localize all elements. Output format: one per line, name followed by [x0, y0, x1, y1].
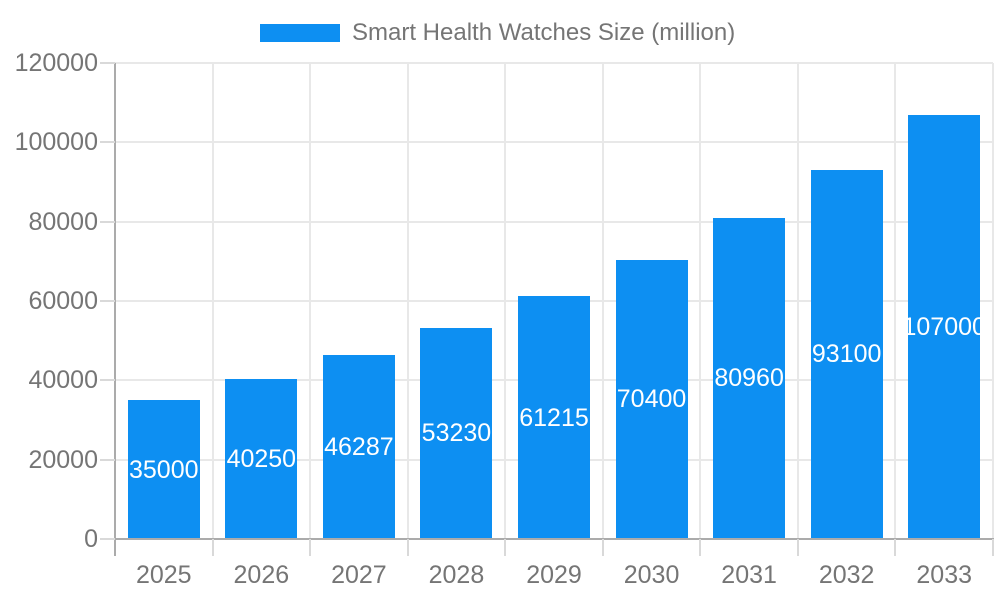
- v-gridline: [894, 63, 897, 539]
- bar: [713, 217, 786, 539]
- bar-value-label: 46287: [324, 433, 394, 462]
- y-tick: [100, 141, 115, 144]
- y-tick-label: 60000: [28, 287, 98, 315]
- h-gridline: [115, 141, 993, 144]
- x-tick: [796, 539, 799, 556]
- bar-value-label: 61215: [519, 403, 589, 432]
- x-tick-label: 2027: [331, 561, 387, 589]
- x-tick: [992, 539, 994, 556]
- x-tick: [699, 539, 702, 556]
- x-tick: [309, 539, 312, 556]
- y-tick: [100, 538, 115, 540]
- x-tick-label: 2029: [526, 561, 582, 589]
- y-tick-label: 40000: [28, 366, 98, 395]
- x-axis-line: [114, 538, 994, 540]
- bar-value-label: 35000: [129, 455, 199, 484]
- y-tick-label: 100000: [14, 128, 98, 157]
- y-tick-label: 0: [84, 525, 98, 553]
- x-tick: [504, 539, 507, 556]
- v-gridline: [796, 63, 799, 539]
- bar-value-label: 40250: [226, 445, 297, 474]
- v-gridline: [504, 63, 507, 539]
- x-tick-label: 2028: [428, 561, 485, 589]
- x-tick-label: 2031: [721, 561, 777, 589]
- v-gridline: [406, 63, 409, 539]
- bar-value-label: 93100: [811, 340, 882, 369]
- x-tick: [601, 539, 604, 556]
- x-tick: [894, 539, 897, 556]
- v-gridline: [992, 63, 994, 539]
- legend-label: Smart Health Watches Size (million): [352, 19, 736, 46]
- h-gridline: [115, 220, 993, 223]
- y-tick-label: 20000: [28, 445, 98, 474]
- y-tick: [100, 62, 115, 64]
- legend-swatch: [260, 24, 340, 42]
- y-tick: [100, 379, 115, 382]
- bar-value-label: 53230: [421, 419, 492, 448]
- v-gridline: [601, 63, 604, 539]
- x-tick: [406, 539, 409, 556]
- x-tick-label: 2030: [623, 561, 680, 589]
- v-gridline: [309, 63, 312, 539]
- h-gridline: [115, 62, 993, 64]
- y-axis-line: [114, 63, 116, 556]
- bar: [322, 355, 395, 539]
- y-tick-label: 80000: [28, 207, 98, 236]
- y-tick: [100, 220, 115, 223]
- x-tick-label: 2032: [818, 561, 875, 589]
- y-tick: [100, 300, 115, 302]
- x-tick: [211, 539, 214, 556]
- y-tick-label: 120000: [14, 49, 98, 77]
- v-gridline: [211, 63, 214, 539]
- bar-value-label: 80960: [714, 364, 784, 393]
- y-tick: [100, 458, 115, 461]
- x-tick-label: 2026: [233, 561, 290, 589]
- bar: [225, 379, 298, 539]
- bar-value-label: 107000: [902, 312, 986, 341]
- bar-value-label: 70400: [616, 385, 687, 414]
- bar: [420, 327, 493, 539]
- bar: [908, 114, 981, 539]
- bar: [127, 400, 200, 539]
- x-tick-label: 2025: [135, 561, 192, 589]
- bar: [615, 259, 688, 539]
- bar: [810, 169, 883, 539]
- bar: [518, 296, 590, 539]
- v-gridline: [699, 63, 702, 539]
- x-tick-label: 2033: [916, 561, 973, 589]
- legend: Smart Health Watches Size (million): [260, 18, 735, 48]
